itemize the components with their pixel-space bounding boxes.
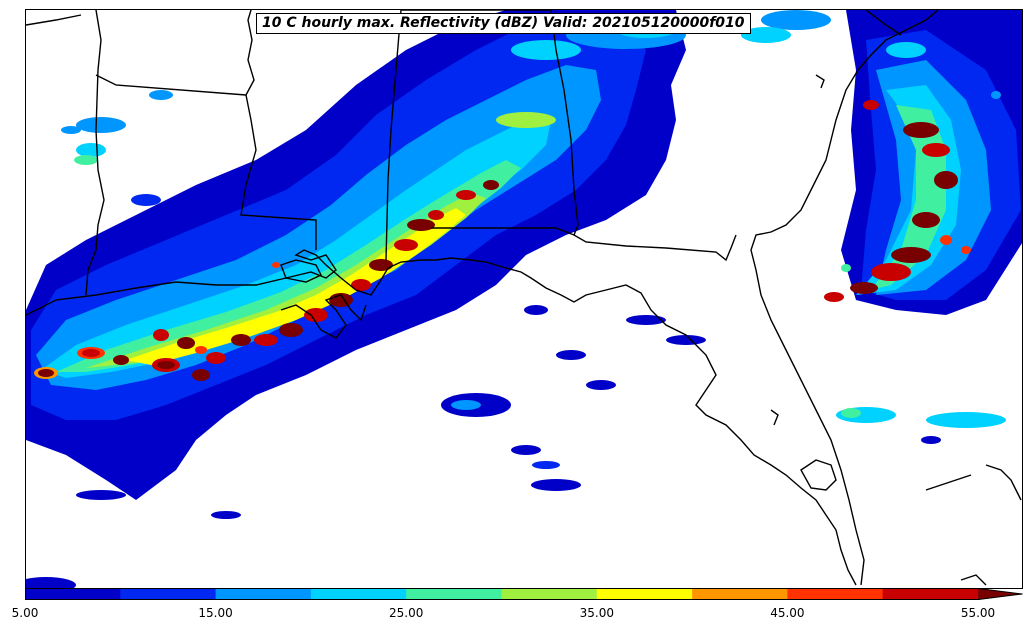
colorbar-segment (501, 588, 598, 600)
lake-okeechobee (800, 459, 837, 491)
reflectivity-map (26, 10, 1022, 588)
coastline-florida-east (750, 10, 939, 586)
geography-outlines (26, 10, 1022, 586)
colorbar-tick-label: 15.00 (198, 606, 233, 620)
map-title: 10 C hourly max. Reflectivity (dBZ) Vali… (256, 13, 751, 34)
bahamas-1 (925, 474, 972, 491)
colorbar-segment (787, 588, 884, 600)
colorbar-tick-label: 45.00 (770, 606, 805, 620)
echo-mid-4 (86, 193, 486, 368)
state-border-ga-sc (865, 10, 902, 36)
state-border-ms-river (245, 10, 255, 96)
colorbar (25, 588, 1023, 600)
bahamas-2 (985, 464, 1022, 501)
state-border-al-ga (550, 10, 579, 236)
coastline-gulf (26, 249, 857, 586)
colorbar-tick-label: 5.00 (11, 606, 39, 620)
colorbar-segment (596, 588, 693, 600)
colorbar-segment (692, 588, 788, 600)
colorbar-segment (310, 588, 407, 600)
colorbar-extend-arrow (978, 588, 1023, 600)
coastline-delta (280, 294, 367, 339)
convective-cells (34, 180, 499, 381)
colorbar-tick-label: 35.00 (579, 606, 614, 620)
echo-mid-2 (41, 120, 551, 378)
bahamas-3 (960, 574, 987, 586)
state-border-ms-al (385, 10, 402, 261)
colorbar-segment (882, 588, 979, 600)
colorbar-outline (25, 588, 1023, 600)
colorbar-segment (120, 588, 217, 600)
island-1 (770, 409, 779, 426)
colorbar-segment (25, 588, 121, 600)
state-border-tx-ok (26, 14, 82, 26)
colorbar-tick-label: 55.00 (960, 606, 996, 620)
colorbar-segment (406, 588, 502, 600)
map-frame (25, 9, 1023, 589)
colorbar-tick-label: 25.00 (389, 606, 424, 620)
state-border-ar-la (95, 74, 247, 96)
island-2 (815, 74, 825, 89)
state-border-tx-la (85, 10, 105, 296)
reflectivity-field (26, 10, 1022, 588)
colorbar-segment (215, 588, 312, 600)
echo-gulf-scattered (26, 305, 1006, 588)
echo-north-west (61, 90, 173, 206)
echo-mid-3 (56, 160, 521, 372)
lake-pontchartrain (280, 259, 322, 283)
echo-atlantic-line (824, 10, 1022, 315)
state-border-la-ms (240, 94, 317, 250)
state-border-fl-north (431, 227, 737, 262)
